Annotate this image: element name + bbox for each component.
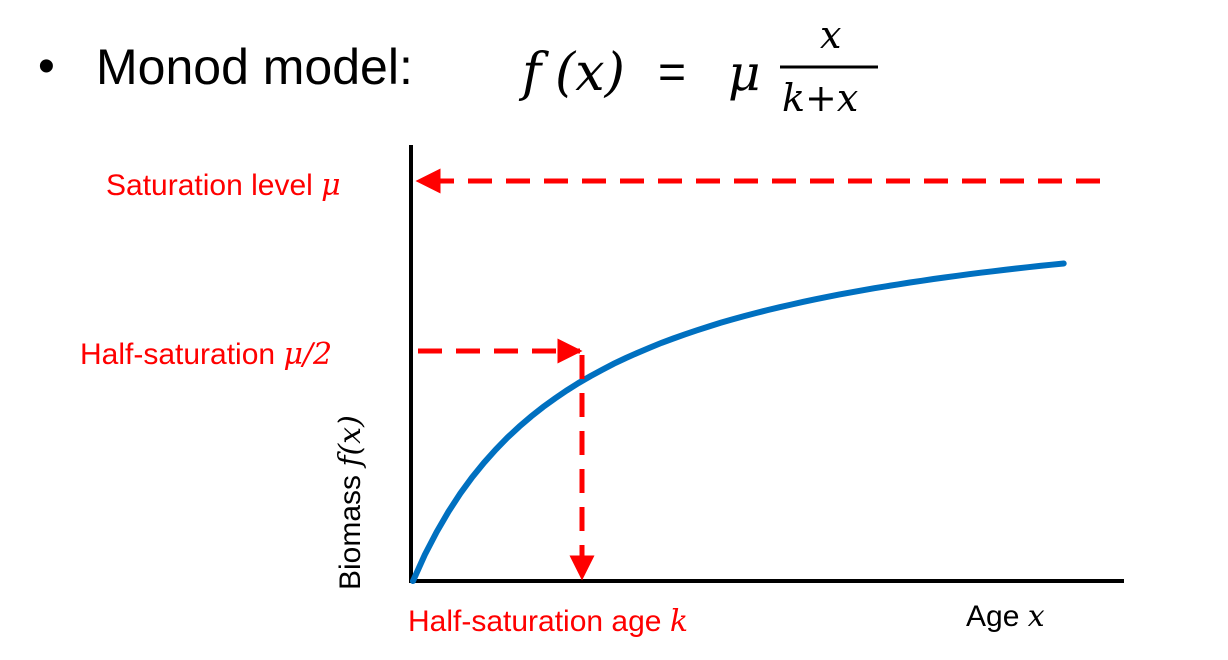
y-axis-label: Biomass f(x) xyxy=(333,415,368,590)
fraction-numerator: x xyxy=(820,13,841,57)
formula-mu: μ xyxy=(728,44,761,102)
monod-curve xyxy=(410,260,1067,584)
formula-arg: (x) xyxy=(555,43,625,103)
half-saturation-age-label: Half-saturation age k xyxy=(408,604,688,639)
formula-f: f xyxy=(518,43,549,103)
half-saturation-label: Half-saturation μ/2 xyxy=(80,337,332,372)
fraction-denominator: k+x xyxy=(782,76,858,120)
x-axis-label: Age x xyxy=(966,599,1045,634)
title-bullet: • xyxy=(38,40,55,93)
formula-equals: = xyxy=(658,46,686,99)
title-text: Monod model: xyxy=(96,39,413,95)
saturation-level-label: Saturation level μ xyxy=(106,168,341,203)
